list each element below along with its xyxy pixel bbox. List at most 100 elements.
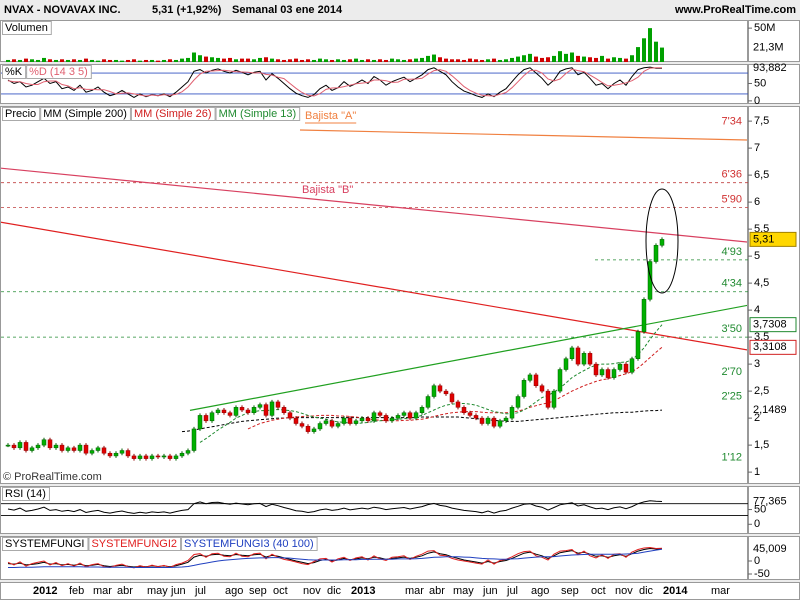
candle-body [77, 444, 83, 451]
series-line [181, 409, 663, 433]
period: Semanal 03 ene 2014 [232, 4, 343, 16]
x-tick-label: oct [591, 585, 606, 597]
volume-bar [612, 57, 616, 62]
volume-bar [618, 57, 622, 62]
volume-bar [426, 55, 430, 62]
legend-box [181, 537, 318, 551]
candle-body [131, 455, 137, 459]
candle-body [473, 415, 479, 419]
volume-bar [246, 58, 250, 62]
y-tick-label: 4,5 [754, 277, 769, 289]
axis-panel [748, 536, 800, 580]
panel [0, 106, 748, 484]
candle-body [605, 369, 611, 378]
volume-bar [366, 59, 370, 62]
x-tick-label: ago [531, 585, 549, 597]
volume-bar [498, 59, 502, 62]
y-tick-label: 50 [754, 503, 766, 515]
last-value-label: 3,7308 [753, 319, 787, 331]
candle-body [119, 450, 125, 454]
candle-body [329, 420, 335, 427]
volume-bar [636, 47, 640, 62]
volume-bar [54, 59, 58, 62]
volume-bar [240, 58, 244, 62]
volume-bar [66, 59, 70, 62]
candle-body [305, 425, 311, 432]
volume-bar [264, 57, 268, 62]
candle-body [545, 390, 551, 408]
candle-body [293, 417, 299, 424]
legend-label: MM (Simple 13) [219, 108, 297, 120]
level-label: 5'90 [722, 193, 742, 205]
x-tick-label: mar [405, 585, 424, 597]
volume-bar [486, 59, 490, 62]
candle-body [515, 396, 521, 408]
volume-bar [168, 59, 172, 62]
volume-bar [312, 59, 316, 62]
candle-body [437, 385, 443, 392]
x-tick-label: jul [194, 585, 206, 597]
volume-bar [186, 57, 190, 62]
x-tick-label: nov [615, 585, 633, 597]
candle-body [419, 407, 425, 413]
candle-body [587, 353, 593, 365]
candle-body [497, 420, 503, 427]
candle-body [143, 455, 149, 459]
volume-bar [228, 57, 232, 62]
candle-body [257, 404, 263, 408]
volume-bar [588, 57, 592, 62]
volume-bar [324, 59, 328, 62]
volume-bar [444, 58, 448, 62]
volume-bar [564, 53, 568, 62]
volume-bar [234, 59, 238, 62]
candle-body [359, 417, 365, 422]
candle-body [557, 369, 563, 392]
series-line [247, 346, 663, 430]
volume-bar [474, 59, 478, 62]
volume-bar [558, 51, 562, 62]
candle-body [125, 450, 131, 457]
candle-body [365, 417, 371, 422]
level-label: 1'12 [722, 452, 742, 464]
candle-body [455, 401, 461, 408]
panel [0, 20, 748, 62]
series-line [7, 500, 663, 514]
axis-panel [748, 106, 800, 484]
candle-body [221, 409, 227, 413]
volume-bar [546, 57, 550, 62]
x-tick-label: mar [93, 585, 112, 597]
last-value-label: 3,3108 [753, 341, 787, 353]
x-tick-label: oct [273, 585, 288, 597]
volume-bar [354, 58, 358, 62]
volume-bar [648, 28, 652, 62]
candle-body [269, 401, 275, 416]
volume-bar [606, 58, 610, 62]
candle-body [449, 393, 455, 403]
legend-box [88, 537, 182, 551]
volume-bar [660, 47, 664, 62]
volume-bar [162, 59, 166, 62]
legend-box [2, 107, 41, 121]
volume-bar [480, 59, 484, 62]
y-tick-label: 50M [754, 22, 775, 34]
volume-bar [396, 59, 400, 62]
candle-body [335, 423, 341, 427]
volume-bar [318, 58, 322, 62]
candle-body [635, 331, 641, 359]
candle-body [107, 452, 113, 457]
candle-body [623, 363, 629, 373]
volume-bar [552, 55, 556, 62]
y-tick-label: 4 [754, 304, 760, 316]
volume-bar [84, 58, 88, 62]
volume-bar [420, 57, 424, 62]
trendline-label: Bajista "B" [302, 184, 353, 196]
volume-bar [342, 59, 346, 62]
candle-body [11, 444, 17, 449]
volume-bar [18, 59, 22, 62]
volume-bar [156, 60, 160, 62]
last-value-label: 2,1489 [753, 404, 787, 416]
x-tick-label: jun [482, 585, 498, 597]
y-tick-label: -50 [754, 568, 770, 580]
